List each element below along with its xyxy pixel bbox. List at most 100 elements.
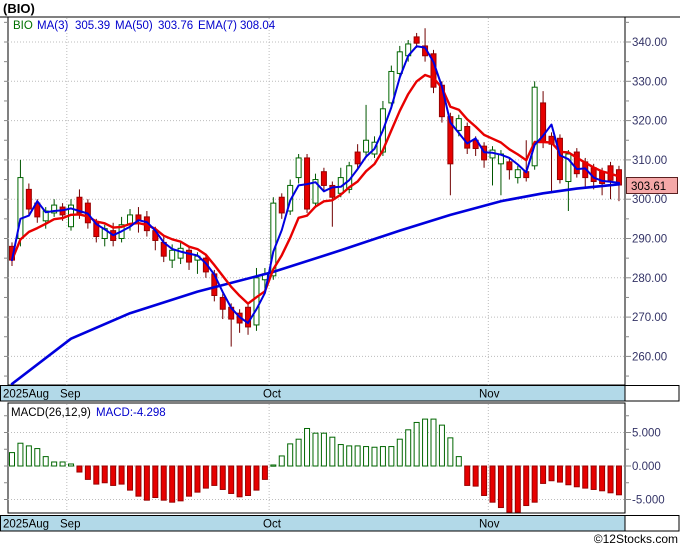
legend-ma3-value: 305.39 <box>75 20 110 32</box>
month-label-oct: Oct <box>263 389 282 401</box>
candle-down <box>76 196 83 214</box>
macd-bar-up <box>405 429 412 467</box>
macd-bar-up <box>388 446 395 467</box>
candle-down <box>186 249 193 263</box>
price-axis-label: 330.00 <box>632 76 667 88</box>
macd-bar-up <box>455 456 462 467</box>
macd-bar-up <box>42 456 49 467</box>
macd-bar-down <box>472 465 479 487</box>
candle-up <box>514 169 521 179</box>
macd-bar-up <box>25 445 32 467</box>
legend-ma50-value: 303.76 <box>158 20 193 32</box>
macd-bar-down <box>135 465 142 497</box>
macd-bar-down <box>152 465 159 498</box>
candle-up <box>363 139 370 153</box>
candle-down <box>320 171 327 186</box>
candle-up <box>287 184 294 212</box>
price-axis-label: 290.00 <box>632 234 667 246</box>
macd-bar-up <box>270 464 277 467</box>
macd-bar-down <box>582 465 589 489</box>
macd-bar-up <box>59 461 66 467</box>
macd-bar-down <box>514 465 521 513</box>
macd-bar-down <box>540 465 547 484</box>
macd-bar-down <box>127 465 134 491</box>
macd-bar-up <box>447 437 454 467</box>
date-bar-price <box>0 385 626 402</box>
macd-bar-up <box>337 444 344 467</box>
last-price-marker-box <box>626 177 678 194</box>
candle-up <box>270 202 277 277</box>
macd-bar-down <box>565 465 572 486</box>
candle-up <box>177 247 184 259</box>
macd-bar-down <box>506 465 513 513</box>
macd-bar-down <box>590 465 597 490</box>
macd-bar-down <box>143 465 150 501</box>
macd-bar-down <box>219 465 226 490</box>
date-bar-price-end <box>624 385 680 402</box>
price-axis-label: 320.00 <box>632 116 667 128</box>
macd-bar-down <box>531 465 538 503</box>
macd-bar-down <box>202 465 209 489</box>
macd-bar-down <box>186 465 193 497</box>
macd-bar-down <box>573 465 580 488</box>
macd-bar-up <box>354 445 361 467</box>
macd-bar-up <box>9 452 15 467</box>
macd-bar-down <box>599 465 606 492</box>
candle-up <box>295 157 302 179</box>
macd-bar-up <box>396 438 403 467</box>
macd-bar-down <box>118 465 125 485</box>
macd-bar-down <box>110 465 117 486</box>
macd-bar-down <box>556 465 563 483</box>
legend-ema7-value: 308.04 <box>240 20 276 32</box>
macd-bar-up <box>304 427 311 467</box>
macd-axis-label: 0.000 <box>632 461 661 473</box>
page-title: (BIO) <box>3 1 35 16</box>
macd-params-label: MACD(26,12,9) <box>11 407 91 419</box>
macd-bar-up <box>68 463 75 467</box>
watermark: ©12Stocks.com <box>594 532 678 546</box>
macd-bar-down <box>548 465 555 482</box>
macd-bar-up <box>295 438 302 467</box>
macd-bar-up <box>34 448 41 467</box>
macd-bar-up <box>329 436 336 467</box>
candle-down <box>464 125 471 149</box>
macd-bar-up <box>17 442 24 467</box>
macd-axis-label: -5.000 <box>632 495 665 507</box>
candle-up <box>388 70 395 104</box>
candle-up <box>455 118 462 131</box>
candle-down <box>25 188 32 210</box>
macd-bar-down <box>236 465 243 498</box>
candle-up <box>396 51 403 74</box>
price-axis-label: 300.00 <box>632 194 667 206</box>
macd-bar-up <box>278 455 285 467</box>
candle-down <box>506 161 513 171</box>
last-price-marker: 303.61 <box>626 177 678 194</box>
macd-bar-down <box>497 465 504 509</box>
candle-up <box>169 249 176 261</box>
macd-bar-down <box>481 465 488 496</box>
macd-bar-down <box>523 465 530 507</box>
price-axis-label: 310.00 <box>632 155 667 167</box>
macd-bar-down <box>194 465 201 493</box>
macd-bar-up <box>379 446 386 467</box>
candle-up <box>312 179 319 204</box>
month-label-aug: 2025Aug <box>3 389 49 401</box>
macd-bar-up <box>422 418 429 467</box>
candle-down <box>354 151 361 165</box>
candle-up <box>531 86 538 167</box>
macd-bar-down <box>253 465 260 491</box>
candle-down <box>556 137 563 181</box>
macd-bar-down <box>464 465 471 486</box>
last-price-value: 303.61 <box>631 181 666 193</box>
macd-bar-down <box>76 465 83 473</box>
macd-bar-down <box>228 465 235 494</box>
month-label-aug-2: 2025Aug <box>3 519 49 531</box>
date-bar-macd-end <box>624 515 680 532</box>
date-bar-macd <box>0 515 626 532</box>
macd-bar-up <box>413 421 420 467</box>
macd-bar-up <box>363 446 370 467</box>
candle-down <box>278 196 285 214</box>
candle-up <box>253 277 260 326</box>
candle-down <box>219 296 226 310</box>
